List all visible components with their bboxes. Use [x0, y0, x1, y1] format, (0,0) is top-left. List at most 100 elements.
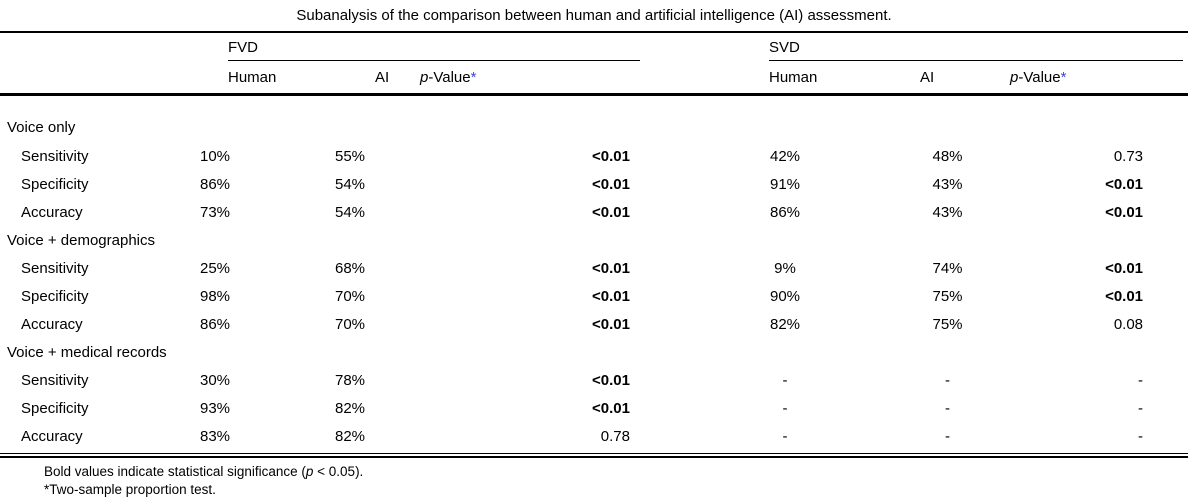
table-row: Sensitivity 30% 78% <0.01 - - -: [0, 366, 1188, 394]
cell-svd-human: -: [782, 371, 788, 389]
cell-svd-ai: -: [945, 371, 950, 389]
cell-fvd-p-value: <0.01: [592, 259, 630, 277]
cell-svd-human: 9%: [774, 259, 796, 277]
cell-svd-ai: 75%: [932, 315, 963, 333]
cell-fvd-ai: 68%: [334, 259, 366, 277]
p-value-text: -Value: [1018, 68, 1061, 86]
section-label-voice-medical-records: Voice + medical records: [7, 343, 167, 361]
row-label: Specificity: [21, 175, 89, 193]
cell-fvd-human: 30%: [199, 371, 231, 389]
cell-svd-ai: 43%: [932, 175, 963, 193]
cell-fvd-p-value: <0.01: [592, 287, 630, 305]
cell-fvd-ai: 82%: [334, 427, 366, 445]
row-label: Sensitivity: [21, 259, 89, 277]
cell-fvd-p-value: 0.78: [600, 427, 630, 445]
group-label-svd: SVD: [769, 39, 800, 56]
table-row: Specificity 98% 70% <0.01 90% 75% <0.01: [0, 282, 1188, 310]
cell-svd-human: 86%: [769, 203, 801, 221]
table-row: Sensitivity 25% 68% <0.01 9% 74% <0.01: [0, 254, 1188, 282]
cell-fvd-human: 93%: [199, 399, 231, 417]
footnotes: Bold values indicate statistical signifi…: [0, 458, 1188, 499]
cell-svd-p-value: 0.08: [1113, 315, 1144, 333]
cell-svd-ai: 74%: [932, 259, 963, 277]
cell-svd-ai: 75%: [932, 287, 963, 305]
cell-svd-human: 91%: [769, 175, 801, 193]
cell-fvd-p-value: <0.01: [592, 371, 630, 389]
table-row: Accuracy 83% 82% 0.78 - - -: [0, 422, 1188, 450]
top-rule: [0, 31, 1188, 33]
data-table: FVD SVD Human AI p-Value* Human AI p-Val…: [0, 33, 1188, 450]
cell-svd-p-value: <0.01: [1105, 203, 1144, 221]
table-row: Accuracy 86% 70% <0.01 82% 75% 0.08: [0, 310, 1188, 338]
group-header-row: FVD SVD: [0, 33, 1188, 61]
cell-fvd-ai: 82%: [334, 399, 366, 417]
cell-fvd-ai: 70%: [334, 287, 366, 305]
cell-svd-human: 42%: [769, 147, 801, 165]
footnote-test-method: *Two-sample proportion test.: [44, 481, 1188, 499]
group-label-fvd: FVD: [228, 39, 258, 56]
col-header-ai-fvd: AI: [280, 61, 420, 96]
row-label: Accuracy: [21, 315, 83, 333]
cell-svd-p-value: <0.01: [1105, 287, 1144, 305]
cell-fvd-p-value: <0.01: [592, 315, 630, 333]
cell-svd-p-value: -: [1138, 427, 1144, 445]
asterisk-icon: *: [470, 68, 477, 86]
cell-svd-p-value: -: [1138, 399, 1144, 417]
cell-fvd-ai: 54%: [334, 175, 366, 193]
cell-svd-human: 82%: [769, 315, 801, 333]
cell-fvd-human: 86%: [199, 315, 231, 333]
bottom-double-rule: [0, 453, 1188, 458]
cell-svd-ai: -: [945, 427, 950, 445]
section-row: Voice + demographics: [0, 226, 1188, 254]
section-label-voice-only: Voice only: [7, 119, 76, 136]
group-header-spacer: [0, 33, 150, 61]
p-italic: p: [1010, 68, 1019, 86]
cell-svd-ai: 43%: [932, 203, 963, 221]
footnote-text: Bold values indicate statistical signifi…: [44, 464, 306, 479]
p-italic: p: [420, 68, 429, 86]
footnote-significance: Bold values indicate statistical signifi…: [44, 463, 1188, 481]
cell-fvd-human: 73%: [199, 203, 231, 221]
table-row: Accuracy 73% 54% <0.01 86% 43% <0.01: [0, 198, 1188, 226]
cell-fvd-human: 86%: [199, 175, 231, 193]
footnote-asterisk-icon: *: [44, 482, 50, 497]
table-title: Subanalysis of the comparison between hu…: [296, 7, 892, 24]
cell-fvd-p-value: <0.01: [592, 203, 630, 221]
col-header-p-value-fvd: p-Value*: [420, 61, 670, 96]
cell-fvd-ai: 55%: [334, 147, 366, 165]
col-header-ai-svd: AI: [850, 61, 1010, 96]
section-row: Voice only: [0, 95, 1188, 143]
cell-svd-p-value: 0.73: [1113, 147, 1144, 165]
row-label: Sensitivity: [21, 147, 89, 165]
footnote-text: Two-sample proportion test.: [49, 482, 216, 497]
cell-svd-ai: -: [945, 399, 950, 417]
cell-fvd-ai: 54%: [334, 203, 366, 221]
asterisk-icon: *: [1060, 68, 1067, 86]
cell-fvd-ai: 70%: [334, 315, 366, 333]
row-label: Sensitivity: [21, 371, 89, 389]
cell-fvd-p-value: <0.01: [592, 399, 630, 417]
cell-svd-human: -: [782, 427, 788, 445]
section-label-voice-demographics: Voice + demographics: [7, 231, 156, 249]
cell-fvd-p-value: <0.01: [592, 147, 630, 165]
row-label: Specificity: [21, 399, 89, 417]
cell-svd-human: 90%: [769, 287, 801, 305]
cell-svd-ai: 48%: [932, 147, 963, 165]
table-row: Sensitivity 10% 55% <0.01 42% 48% 0.73: [0, 142, 1188, 170]
cell-fvd-human: 10%: [199, 147, 231, 165]
p-value-text: -Value: [428, 68, 471, 86]
row-label: Specificity: [21, 287, 89, 305]
group-header-fvd: FVD: [150, 33, 670, 61]
cell-fvd-human: 98%: [199, 287, 231, 305]
row-label: Accuracy: [21, 427, 83, 445]
footnote-text: < 0.05).: [313, 464, 364, 479]
column-header-spacer: [0, 61, 150, 96]
cell-svd-p-value: -: [1138, 371, 1144, 389]
col-header-p-value-svd: p-Value*: [1010, 61, 1188, 96]
cell-svd-p-value: <0.01: [1105, 259, 1144, 277]
group-header-svd: SVD: [670, 33, 1188, 61]
col-header-human-svd: Human: [670, 61, 850, 96]
table-row: Specificity 93% 82% <0.01 - - -: [0, 394, 1188, 422]
table-row: Specificity 86% 54% <0.01 91% 43% <0.01: [0, 170, 1188, 198]
